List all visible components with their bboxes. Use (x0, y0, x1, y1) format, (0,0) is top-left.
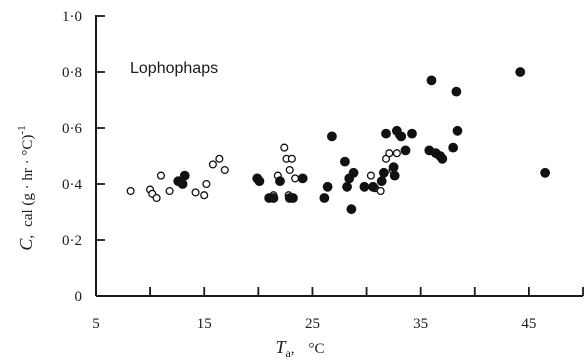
y-tick-label: 0·4 (62, 177, 82, 193)
filled-circle-point (452, 125, 463, 136)
x-axis-separator: , (291, 341, 295, 357)
x-tick-label: 45 (521, 316, 536, 332)
y-axis-title: C, cal (g · hr · °C)-1 (16, 125, 36, 250)
y-axis-separator: , (20, 235, 36, 239)
y-tick-label: 0·6 (62, 121, 82, 137)
x-tick-label: 15 (197, 316, 212, 332)
x-axis-ticks: 5 15 25 35 45 (92, 287, 584, 332)
open-circle-point (220, 165, 229, 175)
filled-circle-point (389, 170, 400, 181)
open-circle-point (215, 154, 224, 163)
open-circle-point (287, 154, 296, 163)
open-circle-point (285, 165, 294, 175)
x-tick-label: 25 (305, 316, 320, 332)
y-tick-label: 0 (75, 289, 83, 305)
open-circle-point (385, 149, 394, 158)
filled-circle-point (288, 193, 298, 203)
filled-circle-point (342, 181, 352, 192)
y-axis-symbol: C (16, 238, 36, 251)
filled-circle-point (378, 167, 389, 178)
filled-circle-point (400, 145, 411, 156)
filled-circle-point (322, 181, 333, 192)
filled-circle-point (448, 142, 459, 153)
filled-circle-point (254, 176, 265, 187)
filled-circle-point (368, 181, 378, 192)
filled-circle-point (437, 153, 448, 164)
filled-circle-point (340, 156, 350, 167)
open-circle-point (392, 149, 401, 158)
open-circle-point (202, 179, 211, 189)
filled-circle-point (327, 131, 337, 142)
filled-circle-point (540, 167, 551, 178)
y-tick-label: 1·0 (62, 9, 82, 25)
open-circle-point (366, 171, 375, 180)
x-axis-symbol: T (275, 337, 287, 357)
y-axis-exponent: -1 (16, 125, 28, 134)
x-tick-label: 35 (413, 316, 428, 332)
y-tick-label: 0·8 (62, 65, 82, 81)
filled-circle-point (179, 170, 190, 181)
filled-circle-point (396, 131, 407, 142)
open-circle-point (126, 186, 135, 196)
species-annotation: Lophophaps (130, 60, 218, 77)
filled-circle-point (381, 128, 391, 139)
filled-circle-point (388, 162, 399, 173)
y-axis-ticks: 0 0·2 0·4 0·6 0·8 1·0 (62, 9, 105, 305)
x-tick-label: 5 (92, 316, 100, 332)
filled-circle-point (275, 176, 285, 187)
filled-circle-point (407, 128, 417, 139)
open-circle-point (208, 160, 217, 169)
filled-circle-point (348, 167, 359, 178)
x-axis-title: Ta, °C (275, 337, 324, 360)
axes (95, 15, 583, 297)
filled-circle-point (451, 86, 462, 97)
open-circle-point (156, 171, 165, 180)
filled-circle-point (319, 193, 330, 203)
filled-circle-point (426, 75, 437, 86)
filled-circle-point (346, 204, 357, 215)
filled-circle-point (268, 193, 279, 203)
open-circle-point (200, 191, 209, 200)
data-points (126, 67, 551, 215)
open-circle-point (291, 174, 300, 183)
filled-circle-point (177, 179, 188, 189)
filled-circle-point (297, 173, 308, 184)
open-circle-point (152, 193, 161, 203)
filled-circle-point (359, 181, 370, 192)
open-circle-point (376, 186, 385, 196)
open-circle-point (165, 186, 174, 196)
y-axis-unit: cal (g · hr · °C) (20, 135, 36, 227)
x-axis-subscript: a (285, 346, 291, 360)
x-axis-unit: °C (309, 341, 325, 357)
y-tick-label: 0·2 (62, 233, 82, 249)
open-circle-point (280, 143, 289, 152)
filled-circle-point (515, 67, 526, 77)
filled-circle-point (376, 176, 387, 187)
open-circle-point (191, 188, 200, 197)
